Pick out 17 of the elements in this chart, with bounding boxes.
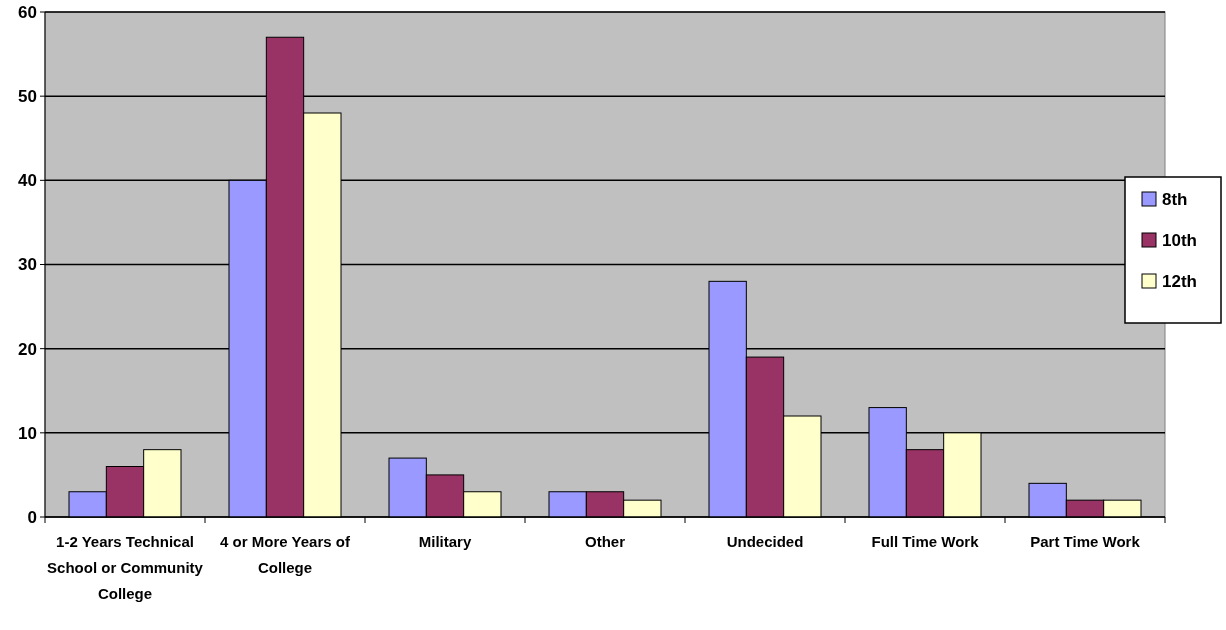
x-tick-label: Other	[584, 533, 626, 550]
x-tick-label: Military	[418, 533, 472, 550]
y-tick-label: 50	[18, 87, 37, 107]
x-tick-label: Part Time Work	[1030, 533, 1141, 550]
y-tick-label: 60	[18, 2, 37, 22]
y-tick-label: 30	[18, 255, 37, 275]
y-tick-label: 0	[27, 507, 37, 527]
y-tick-label: 10	[18, 423, 37, 443]
legend-label: 8th	[1162, 189, 1188, 209]
x-tick-label: Full Time Work	[871, 533, 980, 550]
legend-label: 12th	[1162, 271, 1197, 291]
legend-label: 10th	[1162, 230, 1197, 250]
x-tick-label: 4 or More Years of College	[220, 533, 351, 576]
x-tick-label: 1-2 Years Technical School or Community College	[47, 533, 204, 602]
x-tick-label: Undecided	[726, 533, 804, 550]
y-tick-label: 40	[18, 171, 37, 191]
y-tick-label: 20	[18, 339, 37, 359]
